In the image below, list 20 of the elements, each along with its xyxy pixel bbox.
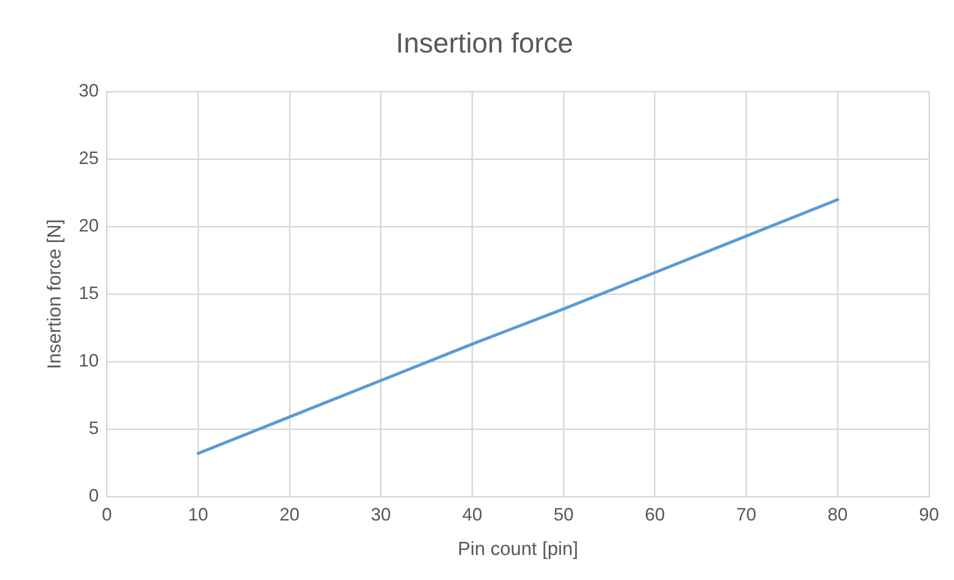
y-tick-label: 20 bbox=[78, 216, 99, 236]
x-tick-label: 50 bbox=[554, 504, 574, 524]
x-tick-label: 90 bbox=[918, 504, 940, 524]
x-tick-label: 40 bbox=[462, 504, 482, 524]
y-tick-label: 15 bbox=[78, 283, 99, 304]
x-tick-label: 0 bbox=[102, 504, 112, 524]
y-tick-label: 5 bbox=[88, 418, 99, 438]
x-tick-label: 70 bbox=[736, 504, 756, 524]
y-tick-label: 25 bbox=[78, 148, 99, 168]
x-tick-label: 10 bbox=[188, 504, 208, 524]
y-tick-label: 10 bbox=[78, 350, 99, 371]
x-tick-label: 30 bbox=[370, 504, 391, 524]
chart-title: Insertion force bbox=[396, 28, 574, 59]
y-tick-label: 30 bbox=[78, 80, 99, 101]
x-tick-label: 80 bbox=[828, 504, 848, 524]
y-axis-title: Insertion force [N] bbox=[44, 219, 66, 370]
x-tick-label: 60 bbox=[644, 504, 665, 524]
x-tick-label: 20 bbox=[280, 504, 300, 524]
y-tick-label: 0 bbox=[88, 486, 99, 506]
x-axis-title: Pin count [pin] bbox=[458, 538, 578, 560]
